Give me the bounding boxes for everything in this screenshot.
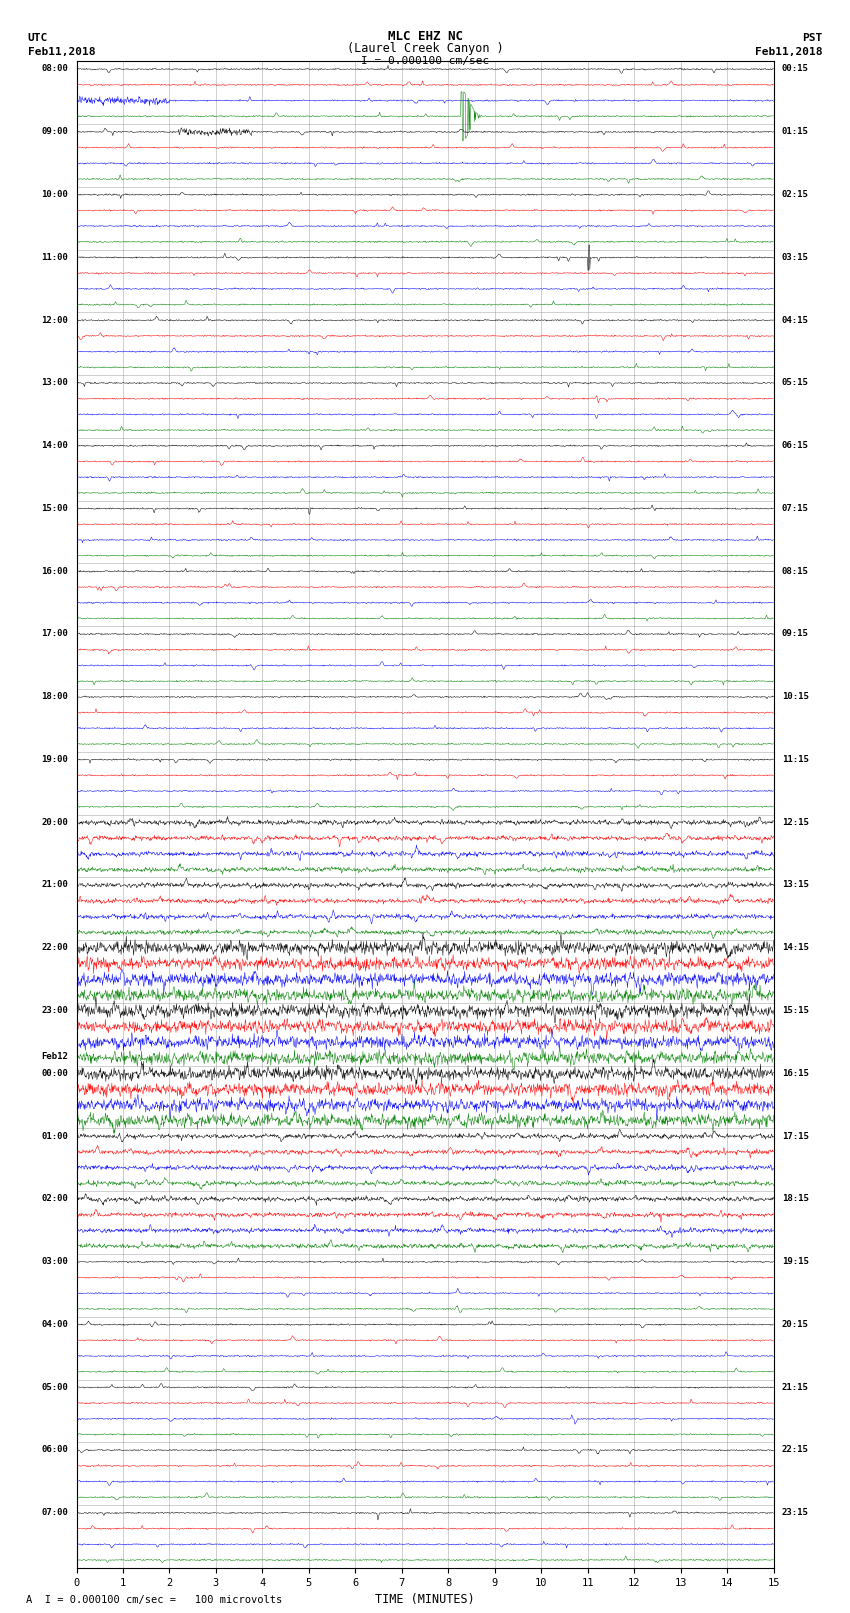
Text: 15:15: 15:15 (782, 1007, 808, 1015)
Text: PST: PST (802, 34, 822, 44)
Text: 11:15: 11:15 (782, 755, 808, 765)
Text: 20:15: 20:15 (782, 1319, 808, 1329)
Text: A  I = 0.000100 cm/sec =   100 microvolts: A I = 0.000100 cm/sec = 100 microvolts (26, 1595, 281, 1605)
Text: 03:00: 03:00 (42, 1257, 68, 1266)
Text: 13:15: 13:15 (782, 881, 808, 889)
X-axis label: TIME (MINUTES): TIME (MINUTES) (375, 1594, 475, 1607)
Text: MLC EHZ NC: MLC EHZ NC (388, 31, 462, 44)
Text: 16:15: 16:15 (782, 1069, 808, 1077)
Text: 08:15: 08:15 (782, 566, 808, 576)
Text: 23:15: 23:15 (782, 1508, 808, 1518)
Text: 16:00: 16:00 (42, 566, 68, 576)
Text: 06:00: 06:00 (42, 1445, 68, 1455)
Text: 04:00: 04:00 (42, 1319, 68, 1329)
Text: 14:15: 14:15 (782, 944, 808, 952)
Text: I = 0.000100 cm/sec: I = 0.000100 cm/sec (361, 56, 489, 66)
Text: 00:00: 00:00 (42, 1069, 68, 1077)
Text: 03:15: 03:15 (782, 253, 808, 261)
Text: 00:15: 00:15 (782, 65, 808, 74)
Text: 12:15: 12:15 (782, 818, 808, 827)
Text: 22:15: 22:15 (782, 1445, 808, 1455)
Text: 12:00: 12:00 (42, 316, 68, 324)
Text: 07:00: 07:00 (42, 1508, 68, 1518)
Text: 10:00: 10:00 (42, 190, 68, 198)
Text: 01:15: 01:15 (782, 127, 808, 135)
Text: 10:15: 10:15 (782, 692, 808, 702)
Text: 21:15: 21:15 (782, 1382, 808, 1392)
Text: 08:00: 08:00 (42, 65, 68, 74)
Text: 09:15: 09:15 (782, 629, 808, 639)
Text: 17:15: 17:15 (782, 1132, 808, 1140)
Text: Feb11,2018: Feb11,2018 (755, 47, 822, 56)
Text: 11:00: 11:00 (42, 253, 68, 261)
Text: 01:00: 01:00 (42, 1132, 68, 1140)
Text: 02:15: 02:15 (782, 190, 808, 198)
Text: 19:00: 19:00 (42, 755, 68, 765)
Text: (Laurel Creek Canyon ): (Laurel Creek Canyon ) (347, 42, 503, 55)
Text: 07:15: 07:15 (782, 503, 808, 513)
Text: 20:00: 20:00 (42, 818, 68, 827)
Text: 04:15: 04:15 (782, 316, 808, 324)
Text: 18:00: 18:00 (42, 692, 68, 702)
Text: 05:00: 05:00 (42, 1382, 68, 1392)
Text: 18:15: 18:15 (782, 1194, 808, 1203)
Text: 21:00: 21:00 (42, 881, 68, 889)
Text: 13:00: 13:00 (42, 379, 68, 387)
Text: 14:00: 14:00 (42, 440, 68, 450)
Text: Feb11,2018: Feb11,2018 (28, 47, 95, 56)
Text: 23:00: 23:00 (42, 1007, 68, 1015)
Text: 09:00: 09:00 (42, 127, 68, 135)
Text: Feb12: Feb12 (42, 1052, 68, 1061)
Text: 06:15: 06:15 (782, 440, 808, 450)
Text: 02:00: 02:00 (42, 1194, 68, 1203)
Text: UTC: UTC (28, 34, 48, 44)
Text: 05:15: 05:15 (782, 379, 808, 387)
Text: 15:00: 15:00 (42, 503, 68, 513)
Text: 17:00: 17:00 (42, 629, 68, 639)
Text: 22:00: 22:00 (42, 944, 68, 952)
Text: 19:15: 19:15 (782, 1257, 808, 1266)
